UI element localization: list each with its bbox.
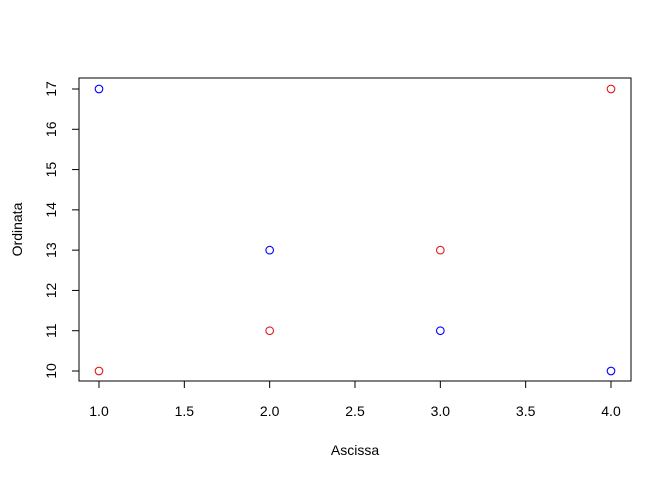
x-axis-title: Ascissa	[331, 442, 379, 458]
y-tick-label: 11	[43, 323, 59, 338]
plot-area-frame	[78, 77, 632, 382]
data-points	[94, 84, 616, 376]
y-axis-title: Ordinata	[9, 202, 25, 256]
x-tick-label: 2.5	[345, 403, 365, 419]
x-tick-label: 3.5	[516, 403, 536, 419]
y-tick-label: 10	[43, 363, 59, 379]
data-point-series-2	[606, 366, 616, 376]
data-point-series-1	[435, 245, 445, 255]
y-axis: 10 11 12 13 14 15 16 17	[43, 81, 80, 379]
y-tick-label: 13	[43, 242, 59, 258]
data-point-series-2	[435, 326, 445, 336]
y-tick-label: 17	[43, 81, 59, 97]
data-point-series-1	[265, 326, 275, 336]
data-point-series-1	[94, 366, 104, 376]
x-tick-label: 1.5	[175, 403, 195, 419]
data-point-series-2	[94, 84, 104, 94]
data-point-series-1	[606, 84, 616, 94]
x-tick-label: 1.0	[89, 403, 109, 419]
x-tick-label: 2.0	[260, 403, 280, 419]
data-point-series-2	[265, 245, 275, 255]
y-tick-label: 14	[43, 202, 59, 218]
y-tick-label: 16	[43, 121, 59, 137]
x-tick-label: 4.0	[601, 403, 621, 419]
x-tick-label: 3.0	[431, 403, 451, 419]
y-tick-label: 12	[43, 282, 59, 298]
y-tick-label: 15	[43, 162, 59, 178]
x-axis: 1.0 1.5 2.0 2.5 3.0 3.5 4.0	[89, 380, 621, 419]
